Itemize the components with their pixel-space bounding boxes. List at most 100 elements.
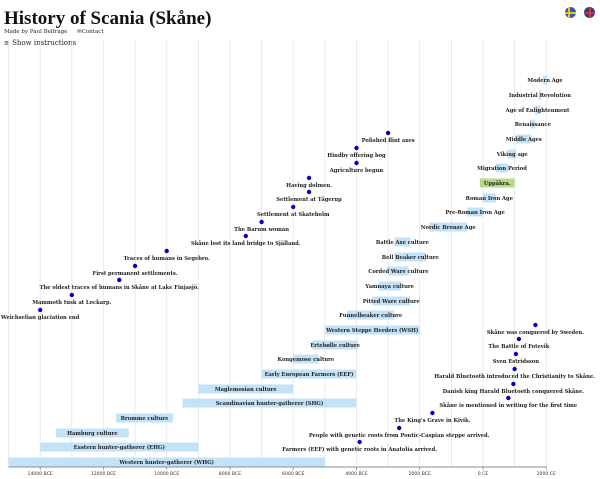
event-dot[interactable]	[69, 292, 75, 298]
period-bar[interactable]	[8, 457, 325, 467]
period-bar[interactable]	[324, 325, 420, 335]
event-label: Mammoth tusk at Lockarp.	[32, 300, 111, 306]
event-label: The Battle of Fotevik	[488, 344, 549, 350]
event-label: Settlement at Tågerup	[276, 196, 342, 203]
x-tick-label: 2000 BCE	[409, 471, 431, 477]
event-dot[interactable]	[259, 219, 264, 225]
period-label: Renaissance	[515, 122, 552, 128]
period-label: Early European Farmers (EEF)	[265, 371, 354, 378]
period-bar[interactable]	[261, 369, 357, 379]
period-bar[interactable]	[378, 281, 401, 291]
event-label: Polished flint axes	[362, 138, 415, 144]
period-label: Uppåkra.	[484, 180, 511, 187]
period-bar[interactable]	[40, 442, 199, 452]
event-dot[interactable]	[164, 248, 169, 254]
period-bar[interactable]	[312, 340, 359, 350]
event-dot[interactable]	[506, 395, 511, 401]
x-tick-label: 12000 BCE	[91, 471, 116, 477]
period-bar[interactable]	[495, 163, 509, 173]
period-bar[interactable]	[346, 310, 395, 320]
event-label: Danish king Harald Bluetooth conquered S…	[443, 388, 585, 395]
sweden-flag-icon[interactable]	[565, 7, 576, 18]
period-label: Yamnaya culture	[364, 284, 414, 290]
event-label: Sven Estridsson	[493, 359, 540, 365]
x-tick-label: 8000 BCE	[219, 471, 241, 477]
period-label: Western Steppe Herders (WSH)	[325, 327, 418, 334]
event-dot[interactable]	[243, 233, 248, 239]
event-dot[interactable]	[385, 130, 391, 136]
event-label: Hindby offering bog	[327, 153, 386, 159]
event-dot[interactable]	[516, 336, 522, 342]
period-bar[interactable]	[394, 252, 427, 262]
x-tick-label: 0 CE	[478, 471, 489, 477]
event-label: People with genetic roots from Pontic-Ca…	[309, 433, 490, 439]
period-label: Bromme culture	[121, 416, 169, 422]
period-bar[interactable]	[516, 134, 532, 144]
period-label: Migration Period	[477, 166, 527, 172]
uk-flag-icon[interactable]	[584, 7, 595, 18]
period-label: Viking age	[496, 152, 529, 158]
period-label: Age of Enlightenment	[505, 108, 570, 114]
period-label: Hamburg culture	[67, 431, 118, 437]
period-bar[interactable]	[483, 193, 496, 203]
contact-label: Contact	[81, 29, 104, 35]
period-label: Ertebølle culture	[310, 343, 360, 349]
event-label: The Barum woman	[234, 227, 289, 233]
byline: Made by Paul Belfrage ✉Contact	[4, 29, 104, 35]
event-dot[interactable]	[513, 351, 519, 357]
period-label: Maglemosian culture	[215, 387, 278, 393]
period-label: Modern Age	[527, 78, 563, 84]
event-dot[interactable]	[511, 381, 516, 387]
period-label: Industrial Revolution	[509, 93, 571, 99]
period-bar[interactable]	[388, 266, 409, 276]
event-dot[interactable]	[306, 175, 312, 181]
event-dot[interactable]	[306, 189, 312, 195]
period-bar[interactable]	[182, 398, 357, 408]
period-bar[interactable]	[538, 90, 542, 100]
event-label: Skåne is mentioned in writing for the fi…	[439, 402, 577, 409]
period-bar[interactable]	[116, 413, 174, 423]
period-bar[interactable]	[372, 296, 411, 306]
contact-link[interactable]: ✉Contact	[77, 29, 104, 35]
period-bar[interactable]	[479, 178, 515, 188]
event-label: Skåne lost its land bridge to Själland.	[191, 240, 301, 247]
period-label: Bell Beaker culture	[382, 255, 440, 261]
x-tick-label: 10000 BCE	[154, 471, 179, 477]
event-dot[interactable]	[396, 425, 402, 431]
event-dot[interactable]	[357, 439, 362, 445]
period-label: Nordic Bronze Age	[421, 225, 477, 231]
period-bar[interactable]	[394, 237, 411, 247]
event-dot[interactable]	[430, 410, 435, 416]
event-label: Traces of humans in Segebro.	[124, 256, 210, 262]
period-label: Funnelbeaker culture	[339, 313, 403, 319]
event-dot[interactable]	[354, 145, 359, 151]
period-label: Battle Axe culture	[376, 240, 430, 246]
event-dot[interactable]	[291, 204, 296, 210]
period-bar[interactable]	[535, 105, 540, 115]
x-tick-label: 6000 BCE	[282, 471, 304, 477]
period-bar[interactable]	[467, 207, 483, 217]
period-bar[interactable]	[543, 75, 547, 85]
period-bar[interactable]	[508, 149, 517, 159]
period-bar[interactable]	[429, 222, 468, 232]
x-tick-label: 2000 CE	[537, 471, 556, 477]
event-dot[interactable]	[132, 263, 138, 269]
period-bar[interactable]	[293, 354, 319, 364]
event-label: Harald Bluetooth introduced the Christia…	[434, 373, 595, 380]
event-dot[interactable]	[512, 366, 517, 372]
x-tick-label: 4000 BCE	[345, 471, 367, 477]
event-label: Agriculture begun	[329, 168, 384, 174]
period-label: Eastern hunter-gatherer (EHG)	[74, 444, 165, 451]
period-label: Western hunter-gatherer (WHG)	[118, 459, 214, 466]
period-bar[interactable]	[198, 384, 294, 394]
event-dot[interactable]	[117, 277, 122, 283]
event-label: The King's Grave in Kivik.	[394, 418, 470, 424]
event-dot[interactable]	[354, 160, 359, 166]
event-label: Weichselian glaciation end	[0, 315, 80, 321]
x-tick-label: 14000 BCE	[28, 471, 53, 477]
period-bar[interactable]	[55, 428, 129, 438]
period-label: Kongemose culture	[278, 357, 335, 363]
event-dot[interactable]	[533, 322, 538, 328]
period-bar[interactable]	[530, 119, 536, 129]
event-dot[interactable]	[37, 307, 43, 313]
